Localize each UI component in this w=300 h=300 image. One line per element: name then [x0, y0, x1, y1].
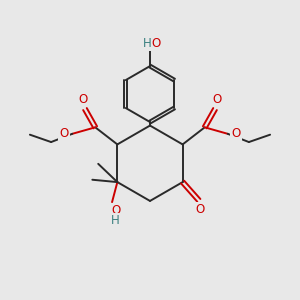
- Text: H: H: [143, 37, 152, 50]
- Text: O: O: [196, 203, 205, 216]
- Text: O: O: [59, 127, 69, 140]
- Text: O: O: [111, 204, 120, 217]
- Text: H: H: [111, 214, 120, 227]
- Text: O: O: [212, 93, 221, 106]
- Text: O: O: [231, 127, 241, 140]
- Text: O: O: [79, 93, 88, 106]
- Text: O: O: [152, 37, 161, 50]
